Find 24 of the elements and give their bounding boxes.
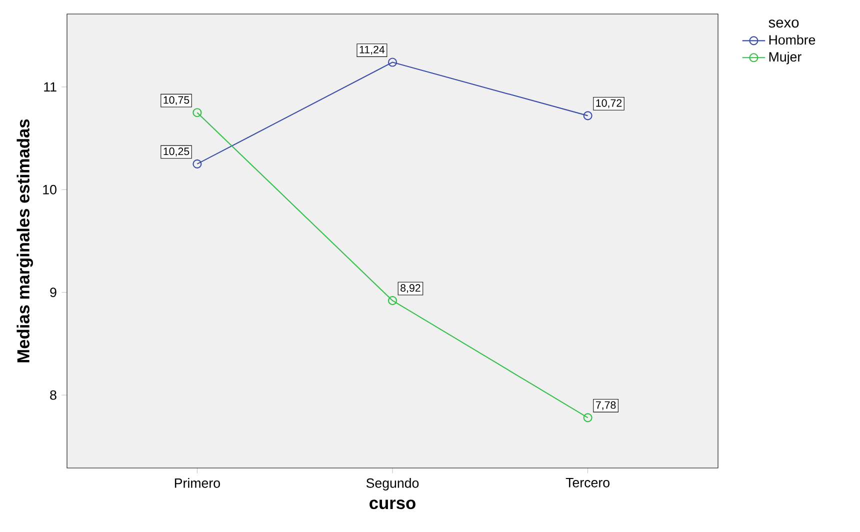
x-tick-label: Segundo [366, 478, 419, 490]
y-tick-label: 8 [50, 390, 56, 400]
point [192, 159, 202, 168]
y-tick-label: 10 [43, 184, 56, 194]
legend-title: sexo [768, 20, 799, 28]
data-label: 8,92 [400, 284, 420, 293]
data-label: 7,78 [596, 401, 616, 410]
y-tick-label: 9 [50, 288, 56, 298]
x-tick-label: Tercero [566, 478, 610, 488]
legend-label: Mujer [769, 52, 802, 64]
point [583, 413, 592, 422]
point [583, 111, 592, 120]
data-label: 10,72 [596, 99, 622, 108]
y-axis-title: Medias marginales estimadas [16, 119, 33, 362]
x-axis-title: curso [370, 500, 416, 510]
y-tick-label: 11 [44, 82, 56, 92]
data-label: 11,24 [360, 46, 385, 55]
legend-label: Hombre [769, 34, 816, 45]
data-label: 10,75 [164, 96, 190, 105]
point [388, 296, 398, 306]
point [192, 108, 202, 118]
x-tick-label: Primero [174, 478, 220, 488]
point [388, 58, 398, 67]
data-label: 10,25 [164, 148, 190, 156]
